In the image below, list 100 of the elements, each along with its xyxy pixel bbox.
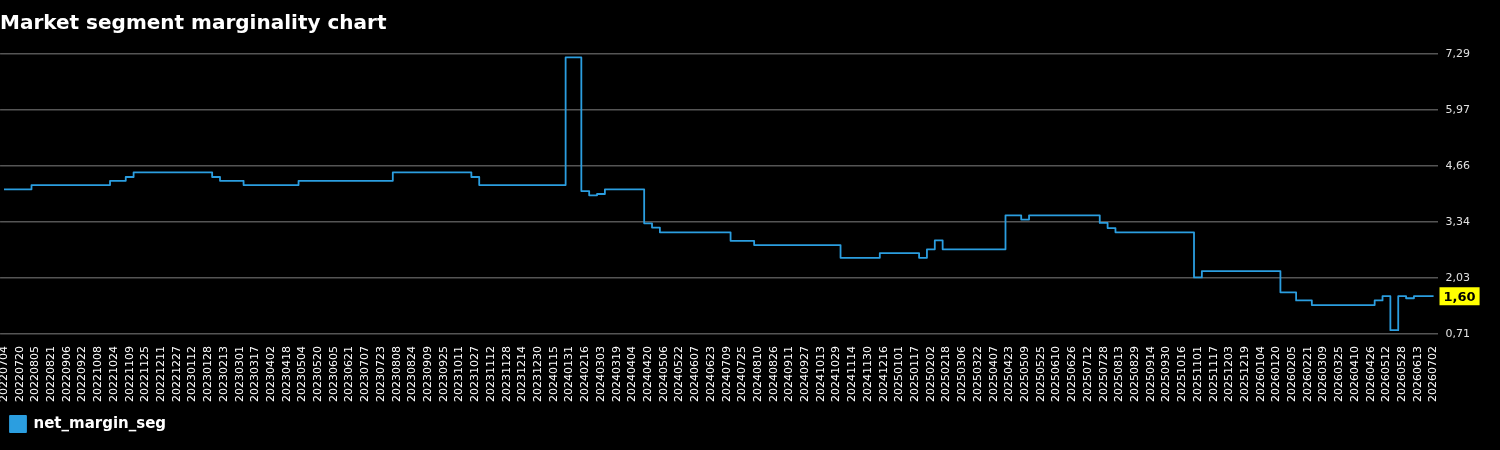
y-tick-label: 7,29: [1445, 46, 1471, 60]
y-tick-label: 3,34: [1445, 214, 1471, 228]
x-tick-label: 20230824: [405, 346, 419, 403]
x-tick-label: 20250610: [1049, 346, 1063, 403]
x-tick-label: 20241013: [813, 346, 827, 403]
y-tick-label: 5,97: [1445, 103, 1471, 117]
x-tick-label: 20260613: [1410, 346, 1424, 403]
x-tick-label: 20250322: [970, 346, 984, 403]
x-tick-label: 20230402: [263, 346, 277, 403]
x-tick-label: 20231128: [499, 346, 513, 403]
x-tick-label: 20220922: [75, 346, 89, 403]
x-tick-label: 20240404: [625, 346, 639, 403]
x-tick-label: 20221024: [106, 346, 120, 403]
x-tick-label: 20260528: [1395, 346, 1409, 403]
x-tick-label: 20250829: [1127, 346, 1141, 403]
x-tick-label: 20240725: [735, 346, 749, 403]
x-tick-label: 20260120: [1269, 346, 1283, 403]
x-tick-label: 20240623: [703, 346, 717, 403]
chart-title: Market segment marginality chart: [0, 10, 387, 35]
x-tick-label: 20220805: [28, 346, 42, 403]
x-tick-label: 20241029: [829, 346, 843, 403]
x-tick-label: 20230128: [201, 346, 215, 403]
x-tick-label: 20231214: [515, 346, 529, 403]
x-tick-label: 20230808: [389, 346, 403, 403]
x-tick-label: 20260205: [1285, 346, 1299, 403]
x-tick-label: 20241130: [860, 346, 874, 403]
x-tick-label: 20230605: [326, 346, 340, 403]
x-tick-label: 20230925: [436, 346, 450, 403]
x-tick-label: 20230504: [295, 346, 309, 403]
x-tick-label: 20251219: [1237, 346, 1251, 403]
legend-label: net_margin_seg: [33, 413, 167, 432]
x-tick-label: 20250218: [939, 346, 953, 403]
x-tick-label: 20240131: [562, 346, 576, 403]
x-tick-label: 20250117: [908, 346, 922, 403]
x-tick-label: 20260309: [1316, 346, 1330, 403]
x-tick-label: 20230317: [248, 346, 262, 403]
x-tick-label: 20221211: [153, 346, 167, 403]
x-tick-label: 20221109: [122, 346, 136, 403]
x-tick-label: 20240115: [546, 346, 560, 403]
x-tick-label: 20251117: [1206, 346, 1220, 403]
x-tick-label: 20240216: [578, 346, 592, 403]
x-tick-label: 20250509: [1017, 346, 1031, 403]
x-tick-label: 20230707: [358, 346, 372, 403]
x-tick-label: 20250728: [1096, 346, 1110, 403]
x-tick-label: 20231230: [530, 346, 544, 403]
x-tick-label: 20260702: [1426, 346, 1440, 403]
x-tick-label: 20240506: [656, 346, 670, 403]
x-tick-label: 20240522: [672, 346, 686, 403]
x-tick-label: 20251101: [1190, 346, 1204, 403]
x-tick-label: 20220821: [43, 346, 57, 403]
x-tick-label: 20230112: [185, 346, 199, 403]
x-tick-label: 20220720: [12, 346, 26, 403]
x-tick-label: 20260426: [1363, 346, 1377, 403]
x-tick-label: 20221008: [91, 346, 105, 403]
x-tick-label: 20231112: [483, 346, 497, 403]
x-tick-label: 20220906: [59, 346, 73, 403]
x-tick-label: 20250202: [923, 346, 937, 403]
x-tick-label: 20231011: [452, 346, 466, 403]
x-tick-label: 20250712: [1080, 346, 1094, 403]
x-tick-label: 20250423: [1002, 346, 1016, 403]
x-tick-label: 20251203: [1222, 346, 1236, 403]
x-tick-label: 20221227: [169, 346, 183, 403]
x-tick-label: 20230723: [373, 346, 387, 403]
x-tick-label: 20250626: [1065, 346, 1079, 403]
x-tick-label: 20231027: [468, 346, 482, 403]
x-tick-label: 20250525: [1033, 346, 1047, 403]
x-tick-label: 20250101: [892, 346, 906, 403]
x-tick-label: 20221125: [138, 346, 152, 403]
x-tick-label: 20260512: [1379, 346, 1393, 403]
x-tick-label: 20250930: [1159, 346, 1173, 403]
annotation: 1,60: [1443, 288, 1476, 304]
x-tick-label: 20230418: [279, 346, 293, 403]
x-tick-label: 20260325: [1332, 346, 1346, 403]
x-tick-label: 20240420: [640, 346, 654, 403]
x-tick-label: 20250914: [1143, 346, 1157, 403]
x-tick-label: 20240303: [593, 346, 607, 403]
x-tick-label: 20241216: [876, 346, 890, 403]
x-tick-label: 20250813: [1112, 346, 1126, 403]
x-tick-label: 20240709: [719, 346, 733, 403]
y-tick-label: 4,66: [1445, 158, 1471, 172]
x-tick-label: 20240810: [750, 346, 764, 403]
x-tick-label: 20240927: [798, 346, 812, 403]
y-tick-label: 0,71: [1445, 326, 1471, 340]
x-tick-label: 20250306: [955, 346, 969, 403]
x-tick-label: 20241114: [845, 346, 859, 403]
x-tick-label: 20251016: [1175, 346, 1189, 403]
x-tick-label: 20260410: [1347, 346, 1361, 403]
x-tick-label: 20230301: [232, 346, 246, 403]
x-tick-label: 20240826: [766, 346, 780, 403]
x-tick-label: 20230520: [311, 346, 325, 403]
x-tick-label: 20260221: [1300, 346, 1314, 403]
x-tick-label: 20240607: [688, 346, 702, 403]
x-tick-label: 20230213: [216, 346, 230, 403]
y-tick-label: 2,03: [1445, 270, 1471, 284]
x-tick-label: 20260104: [1253, 346, 1267, 403]
x-tick-label: 20250407: [986, 346, 1000, 403]
x-tick-label: 20230909: [421, 346, 435, 403]
x-tick-label: 20240319: [609, 346, 623, 403]
x-tick-label: 20230621: [342, 346, 356, 403]
x-tick-label: 20240911: [782, 346, 796, 403]
